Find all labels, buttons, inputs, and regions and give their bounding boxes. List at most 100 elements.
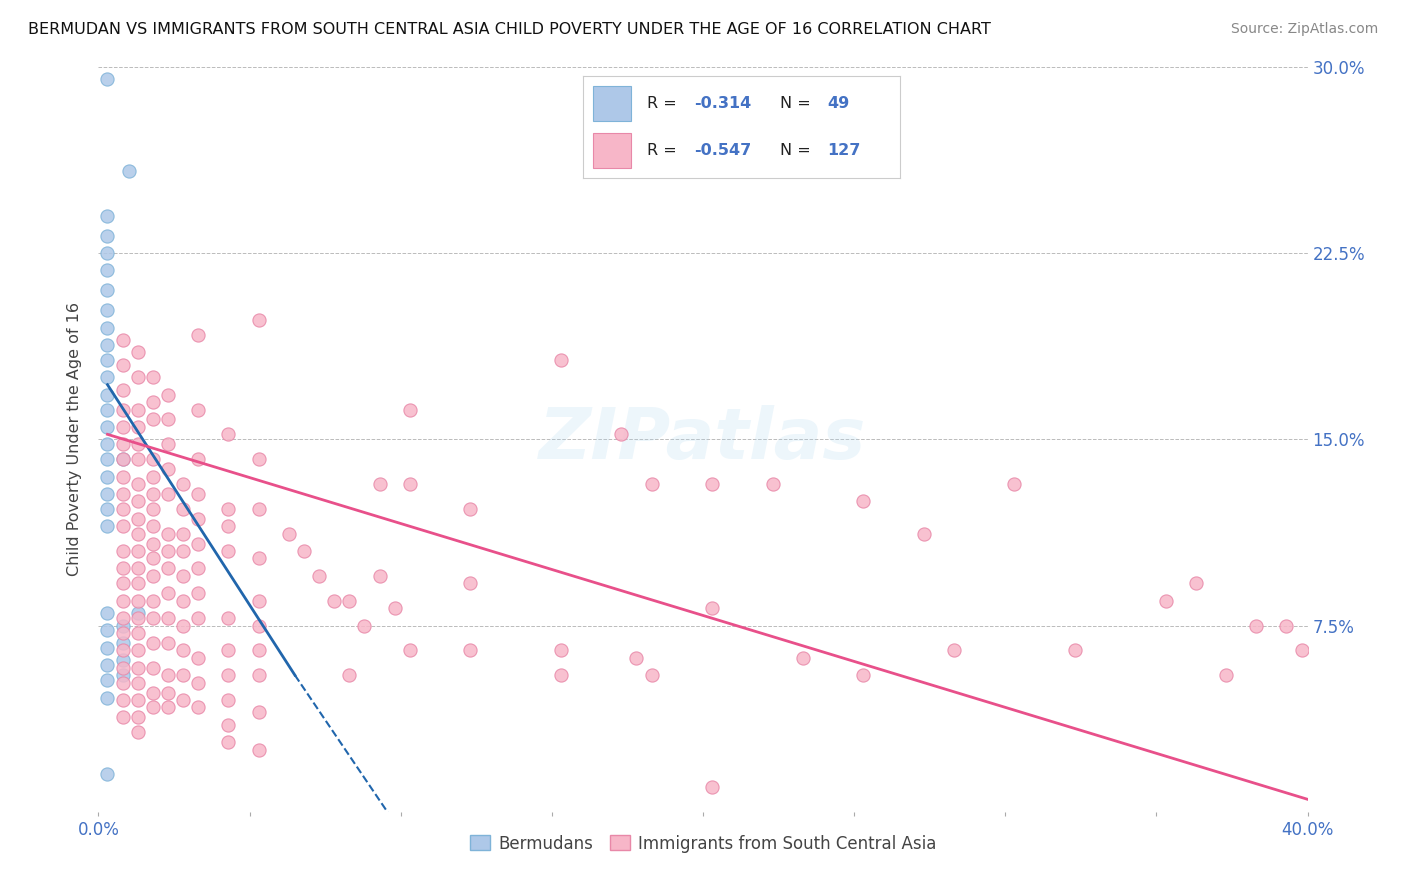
Point (912, 526, 935, 541)
Point (217, 544, 239, 558)
Point (852, 668, 875, 682)
Point (127, 420, 149, 434)
Point (308, 569, 330, 583)
Point (111, 643, 134, 657)
Point (142, 536, 165, 550)
Point (127, 402, 149, 417)
Point (458, 501, 481, 516)
Point (96, 209, 118, 223)
Point (700, 601, 723, 615)
Point (156, 685, 179, 699)
Point (398, 402, 420, 417)
Point (247, 643, 270, 657)
Point (156, 586, 179, 600)
Point (398, 643, 420, 657)
Point (96, 673, 118, 687)
Point (111, 519, 134, 533)
Point (111, 383, 134, 397)
Point (187, 586, 209, 600)
Bar (593, 133, 631, 168)
Point (111, 668, 134, 682)
Point (142, 412, 165, 426)
Point (792, 650, 814, 665)
Point (127, 345, 149, 359)
Point (323, 593, 346, 607)
Point (700, 780, 723, 794)
Point (247, 313, 270, 327)
Point (111, 402, 134, 417)
Text: ZIPatlas: ZIPatlas (540, 405, 866, 474)
Point (96, 246, 118, 260)
Point (172, 618, 194, 632)
Point (1002, 477, 1025, 491)
Point (384, 601, 406, 615)
Point (111, 611, 134, 625)
Point (156, 561, 179, 575)
Point (111, 626, 134, 640)
Point (217, 611, 239, 625)
Point (550, 668, 572, 682)
Point (1275, 618, 1298, 632)
Point (187, 536, 209, 550)
Point (761, 477, 783, 491)
Point (337, 593, 360, 607)
Point (142, 685, 165, 699)
Point (96, 767, 118, 781)
Point (700, 477, 723, 491)
Point (127, 693, 149, 707)
Point (156, 611, 179, 625)
Point (156, 487, 179, 501)
Point (111, 469, 134, 483)
Point (156, 462, 179, 476)
Text: 127: 127 (827, 144, 860, 158)
Point (96, 658, 118, 673)
Point (458, 576, 481, 591)
Point (640, 668, 662, 682)
Point (610, 427, 633, 442)
Point (111, 561, 134, 575)
Point (187, 650, 209, 665)
Point (127, 593, 149, 607)
Point (96, 519, 118, 533)
Point (111, 618, 134, 632)
Point (142, 593, 165, 607)
Text: N =: N = (779, 96, 815, 111)
Text: -0.547: -0.547 (695, 144, 751, 158)
Point (217, 643, 239, 657)
Point (217, 693, 239, 707)
Point (96, 487, 118, 501)
Point (111, 487, 134, 501)
Point (142, 636, 165, 650)
Point (127, 370, 149, 384)
Point (1063, 643, 1085, 657)
Point (247, 452, 270, 467)
Text: R =: R = (647, 144, 682, 158)
Point (187, 402, 209, 417)
Point (247, 593, 270, 607)
Point (550, 643, 572, 657)
Point (550, 352, 572, 367)
Point (217, 718, 239, 732)
Point (172, 693, 194, 707)
Point (96, 420, 118, 434)
Point (187, 487, 209, 501)
Text: N =: N = (779, 144, 815, 158)
Text: BERMUDAN VS IMMIGRANTS FROM SOUTH CENTRAL ASIA CHILD POVERTY UNDER THE AGE OF 16: BERMUDAN VS IMMIGRANTS FROM SOUTH CENTRA… (28, 22, 991, 37)
Point (111, 358, 134, 372)
Point (1291, 643, 1313, 657)
Point (142, 452, 165, 467)
Point (96, 320, 118, 334)
Point (217, 668, 239, 682)
Point (1184, 576, 1206, 591)
Point (96, 690, 118, 705)
Point (247, 742, 270, 756)
Text: R =: R = (647, 96, 682, 111)
Point (1215, 668, 1237, 682)
Point (111, 653, 134, 667)
Point (172, 526, 194, 541)
Point (217, 735, 239, 749)
Point (172, 569, 194, 583)
Point (111, 636, 134, 650)
Point (96, 437, 118, 451)
Point (127, 606, 149, 620)
